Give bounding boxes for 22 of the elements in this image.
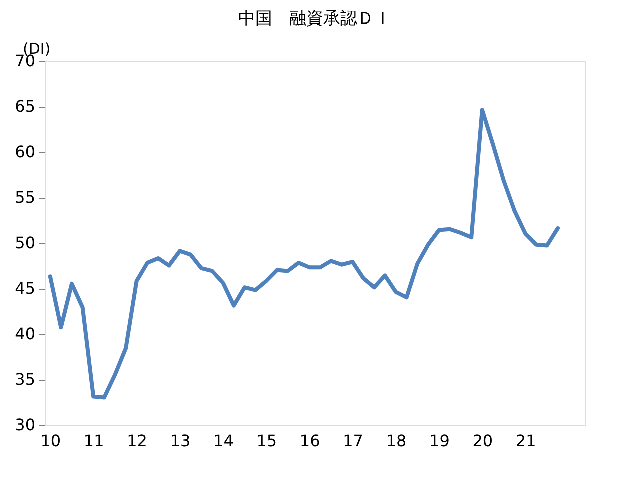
x-tick-label: 14: [214, 432, 234, 450]
y-tick-label: 30: [15, 416, 36, 434]
y-tick-label: 55: [15, 188, 36, 207]
chart-title: 中国 融資承認ＤＩ: [238, 9, 392, 29]
x-tick-label: 21: [516, 432, 536, 450]
x-tick-label: 15: [256, 432, 278, 450]
line-series: [48, 108, 560, 400]
x-tick-label: 13: [170, 432, 191, 450]
y-tick-label: 60: [15, 142, 36, 162]
x-tick-label: 12: [127, 432, 148, 450]
y-tick-label: 40: [15, 324, 36, 344]
x-tick-label: 11: [84, 432, 104, 450]
x-tick-label: 18: [386, 432, 407, 450]
y-tick-label: 35: [15, 370, 36, 389]
y-tick-label: 45: [15, 279, 36, 298]
x-tick-label: 16: [300, 432, 320, 450]
y-tick-label: 50: [15, 234, 36, 252]
x-tick-label: 20: [472, 432, 494, 450]
x-tick-label: 10: [40, 432, 62, 450]
y-tick-label: 65: [15, 97, 36, 116]
x-tick-label: 17: [343, 432, 364, 450]
x-tick-label: 19: [430, 432, 450, 450]
